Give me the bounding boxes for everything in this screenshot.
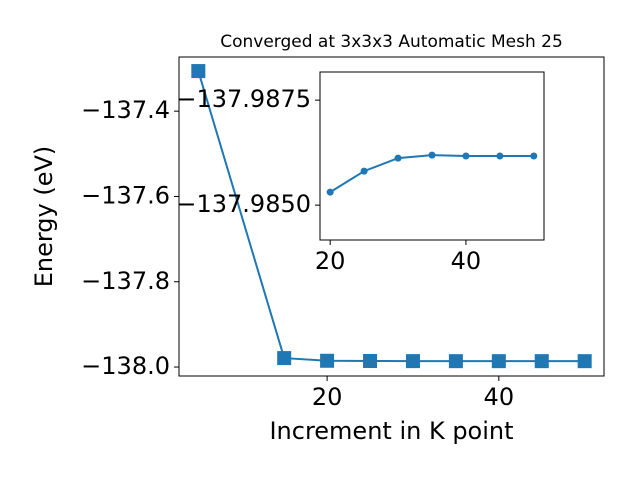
y-tick-label: −137.9850 — [176, 190, 311, 218]
marker — [405, 354, 420, 369]
marker — [360, 167, 368, 175]
y-tick-label: −137.4 — [81, 96, 170, 124]
marker — [530, 152, 538, 160]
y-tick-label: −138.0 — [81, 352, 170, 380]
marker — [491, 354, 506, 369]
marker — [320, 353, 335, 368]
y-axis-label: Energy (eV) — [30, 146, 58, 288]
x-tick-label: 40 — [451, 247, 482, 275]
x-tick-label: 20 — [312, 383, 343, 411]
marker — [428, 151, 436, 159]
plot-frame — [319, 71, 545, 241]
x-tick-label: 20 — [315, 247, 346, 275]
y-tick-label: −137.9875 — [176, 85, 311, 113]
marker — [448, 354, 463, 369]
marker — [496, 152, 504, 160]
chart-title: Converged at 3x3x3 Automatic Mesh 25 — [220, 32, 563, 52]
y-tick-label: −137.8 — [81, 267, 170, 295]
marker — [191, 64, 206, 79]
marker — [534, 354, 549, 369]
marker — [577, 354, 592, 369]
marker — [326, 188, 334, 196]
plot-frame — [178, 56, 605, 377]
y-tick-label: −137.6 — [81, 181, 170, 209]
marker — [363, 353, 378, 368]
marker — [462, 152, 470, 160]
x-tick-label: 40 — [484, 383, 515, 411]
marker — [277, 351, 292, 366]
x-axis-label: Increment in K point — [269, 417, 513, 445]
marker — [394, 154, 402, 162]
